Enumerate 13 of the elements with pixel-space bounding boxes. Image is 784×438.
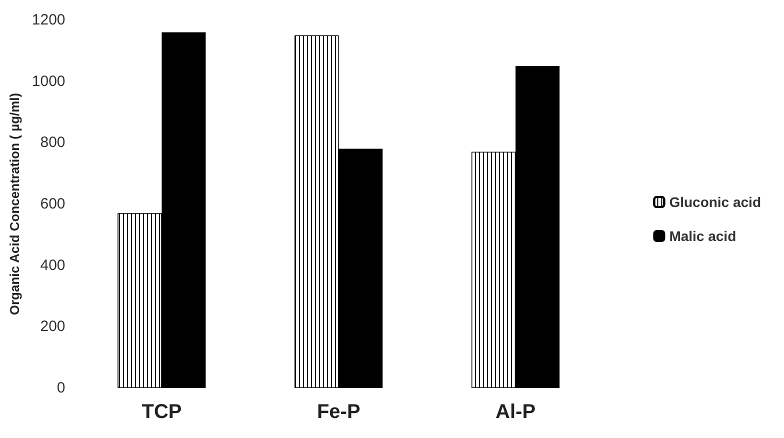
legend-label: Malic acid bbox=[669, 228, 736, 244]
y-axis-title: Organic Acid Concentration ( µg/ml) bbox=[7, 92, 22, 316]
y-tick-label: 1200 bbox=[32, 12, 66, 28]
y-tick-label: 600 bbox=[40, 196, 66, 212]
x-tick-label: TCP bbox=[142, 401, 182, 423]
y-tick-label: 0 bbox=[56, 380, 66, 396]
x-tick-label: Al-P bbox=[496, 401, 536, 423]
y-tick-label: 1000 bbox=[32, 72, 66, 90]
x-tick-label: Fe-P bbox=[316, 401, 360, 423]
legend-label: Gluconic acid bbox=[669, 194, 762, 210]
y-tick-label: 800 bbox=[40, 134, 66, 152]
y-tick-label: 200 bbox=[40, 318, 66, 336]
y-tick-label: 400 bbox=[40, 256, 66, 274]
